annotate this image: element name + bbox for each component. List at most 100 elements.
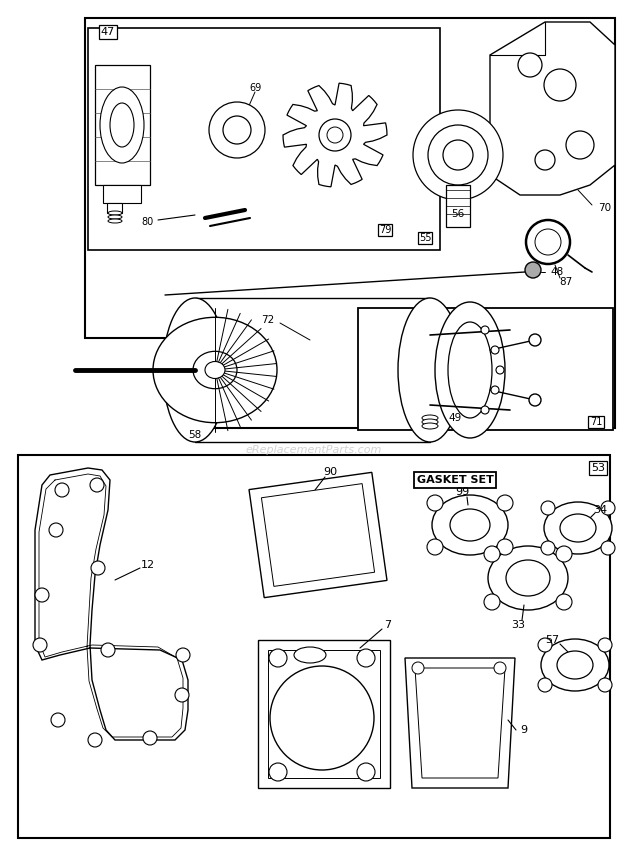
Text: 12: 12	[141, 560, 155, 570]
Circle shape	[88, 733, 102, 747]
Ellipse shape	[108, 211, 122, 215]
Circle shape	[270, 666, 374, 770]
Circle shape	[412, 662, 424, 674]
Bar	[88, 28, 440, 250]
Ellipse shape	[541, 639, 609, 691]
Bar	[103, 185, 141, 203]
Ellipse shape	[193, 351, 237, 388]
Circle shape	[481, 406, 489, 414]
Ellipse shape	[110, 103, 134, 147]
Circle shape	[427, 495, 443, 511]
Bar	[258, 640, 390, 788]
Circle shape	[535, 229, 561, 255]
Bar	[446, 185, 470, 227]
Polygon shape	[35, 468, 188, 740]
Circle shape	[598, 638, 612, 652]
Bar	[18, 455, 610, 838]
Text: 80: 80	[142, 217, 154, 227]
Ellipse shape	[450, 509, 490, 541]
Circle shape	[35, 588, 49, 602]
Circle shape	[209, 102, 265, 158]
Circle shape	[525, 262, 541, 278]
Circle shape	[55, 483, 69, 497]
Circle shape	[327, 127, 343, 143]
Polygon shape	[405, 658, 515, 788]
Text: 9: 9	[520, 725, 527, 735]
Circle shape	[566, 131, 594, 159]
Circle shape	[484, 594, 500, 610]
Ellipse shape	[163, 298, 227, 442]
Ellipse shape	[422, 423, 438, 429]
Circle shape	[526, 220, 570, 264]
Circle shape	[49, 523, 63, 537]
Circle shape	[497, 495, 513, 511]
Circle shape	[223, 116, 251, 144]
Circle shape	[541, 501, 555, 515]
Bar	[95, 65, 150, 185]
Text: 57: 57	[545, 635, 559, 645]
Circle shape	[491, 346, 499, 354]
Circle shape	[427, 539, 443, 555]
Text: 7: 7	[384, 620, 392, 630]
Text: 56: 56	[452, 209, 465, 219]
Circle shape	[556, 546, 572, 562]
Circle shape	[101, 643, 115, 657]
Circle shape	[90, 478, 104, 492]
Circle shape	[535, 150, 555, 170]
Circle shape	[319, 119, 351, 151]
Ellipse shape	[294, 647, 326, 663]
Circle shape	[357, 649, 375, 667]
Circle shape	[544, 69, 576, 101]
Ellipse shape	[422, 419, 438, 425]
Circle shape	[143, 731, 157, 745]
Circle shape	[494, 662, 506, 674]
Polygon shape	[415, 668, 505, 778]
Ellipse shape	[398, 298, 462, 442]
Ellipse shape	[100, 87, 144, 163]
Circle shape	[443, 140, 473, 170]
Text: 58: 58	[188, 430, 202, 440]
Text: 90: 90	[323, 467, 337, 477]
Ellipse shape	[205, 361, 225, 378]
Circle shape	[598, 678, 612, 692]
Ellipse shape	[544, 502, 612, 554]
Ellipse shape	[557, 651, 593, 679]
Circle shape	[541, 541, 555, 555]
Text: 79: 79	[379, 225, 391, 235]
Circle shape	[481, 326, 489, 334]
Ellipse shape	[560, 514, 596, 542]
Circle shape	[357, 763, 375, 781]
Circle shape	[91, 561, 105, 575]
Ellipse shape	[432, 495, 508, 555]
Circle shape	[497, 539, 513, 555]
Ellipse shape	[153, 317, 277, 422]
Bar	[107, 203, 122, 213]
Circle shape	[496, 366, 504, 374]
Circle shape	[601, 541, 615, 555]
Text: GASKET SET: GASKET SET	[416, 475, 493, 485]
Ellipse shape	[506, 560, 550, 596]
Text: 71: 71	[590, 417, 602, 427]
Circle shape	[428, 125, 488, 185]
Circle shape	[529, 394, 541, 406]
Ellipse shape	[488, 546, 568, 610]
Circle shape	[491, 386, 499, 394]
Circle shape	[33, 638, 47, 652]
Text: 72: 72	[262, 315, 275, 325]
Polygon shape	[249, 473, 387, 598]
Circle shape	[176, 648, 190, 662]
Circle shape	[413, 110, 503, 200]
Circle shape	[518, 53, 542, 77]
Bar	[358, 308, 613, 430]
Text: 48: 48	[550, 267, 563, 277]
Circle shape	[556, 594, 572, 610]
Ellipse shape	[435, 302, 505, 438]
Polygon shape	[283, 83, 387, 187]
Circle shape	[175, 688, 189, 702]
Ellipse shape	[108, 219, 122, 223]
Circle shape	[601, 501, 615, 515]
Polygon shape	[490, 22, 615, 195]
Circle shape	[51, 713, 65, 727]
Polygon shape	[262, 484, 375, 586]
Text: 49: 49	[448, 413, 461, 423]
